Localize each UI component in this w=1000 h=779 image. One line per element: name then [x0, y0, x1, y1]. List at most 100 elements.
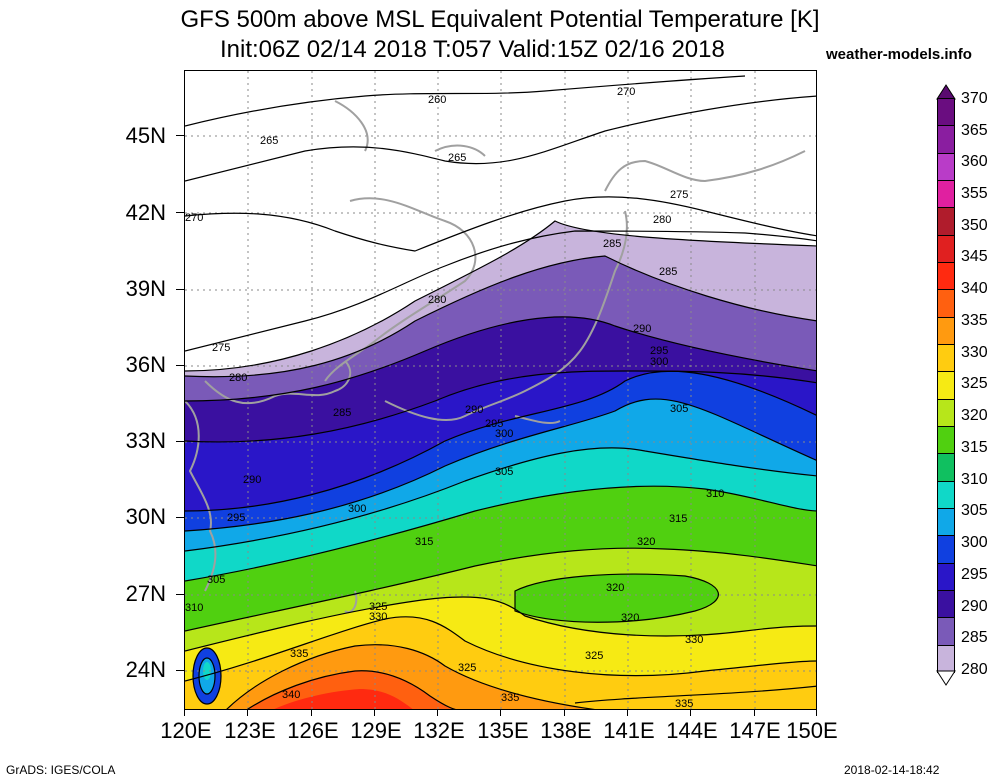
lon-tick	[690, 710, 691, 716]
colorbar-segment	[937, 453, 955, 482]
colorbar-label: 345	[961, 248, 988, 265]
colorbar-label: 335	[961, 312, 988, 329]
lat-label: 30N	[125, 504, 166, 529]
lat-tick	[176, 594, 184, 595]
contour-label: 335	[675, 698, 693, 710]
colorbar-segment	[937, 262, 955, 291]
lon-label: 126E	[287, 718, 339, 743]
colorbar-label: 355	[961, 185, 988, 202]
colorbar-segment	[937, 207, 955, 236]
lat-tick	[176, 517, 184, 518]
contour-label: 320	[637, 536, 655, 548]
lat-tick	[176, 135, 184, 136]
contour-label: 270	[617, 86, 635, 98]
contour-label: 315	[669, 513, 687, 525]
colorbar-label: 315	[961, 439, 988, 456]
colorbar-label: 325	[961, 375, 988, 392]
colorbar	[937, 84, 955, 690]
lon-tick	[247, 710, 248, 716]
contour-label: 280	[229, 372, 247, 384]
contour-label: 285	[603, 238, 621, 250]
contour-label: 300	[348, 503, 366, 515]
lon-label: 132E	[413, 718, 465, 743]
colorbar-label: 305	[961, 502, 988, 519]
contour-label: 265	[260, 135, 278, 147]
contour-label: 330	[369, 611, 387, 623]
contour-label: 340	[282, 689, 300, 701]
lon-label: 123E	[224, 718, 276, 743]
lon-tick	[374, 710, 375, 716]
contour-label: 260	[428, 94, 446, 106]
grid-lines	[185, 71, 816, 709]
colorbar-label: 280	[961, 661, 988, 678]
contour-label: 280	[428, 294, 446, 306]
map-title: GFS 500m above MSL Equivalent Potential …	[180, 6, 820, 33]
lat-label: 36N	[125, 352, 166, 377]
contour-label: 300	[495, 428, 513, 440]
colorbar-segment	[937, 180, 955, 209]
colorbar-segment	[937, 234, 955, 263]
colorbar-label: 290	[961, 598, 988, 615]
contour-label: 280	[653, 214, 671, 226]
site-name: weather-models.info	[826, 46, 972, 63]
contour-label: 320	[621, 612, 639, 624]
colorbar-segment	[937, 344, 955, 373]
map-plot-area: 260 265 265 270 270 275 275 280 280 280 …	[184, 70, 817, 710]
contour-label: 315	[415, 536, 433, 548]
lon-label: 129E	[350, 718, 402, 743]
colorbar-label: 285	[961, 629, 988, 646]
lat-label: 33N	[125, 428, 166, 453]
band-320-island	[515, 574, 719, 623]
footer-timestamp: 2018-02-14-18:42	[844, 763, 940, 777]
lon-label: 141E	[603, 718, 655, 743]
lon-tick	[754, 710, 755, 716]
contour-label: 295	[650, 345, 668, 357]
colorbar-label: 365	[961, 122, 988, 139]
contour-label: 335	[290, 648, 308, 660]
contour-label: 290	[243, 474, 261, 486]
lon-label: 144E	[666, 718, 718, 743]
colorbar-segment	[937, 98, 955, 127]
contour-label: 325	[585, 650, 603, 662]
lat-tick	[176, 289, 184, 290]
colorbar-segment	[937, 371, 955, 400]
colorbar-label: 310	[961, 471, 988, 488]
contour-label: 285	[333, 407, 351, 419]
map-svg: 260 265 265 270 270 275 275 280 280 280 …	[185, 71, 816, 710]
contour-label: 265	[448, 152, 466, 164]
lat-tick	[176, 212, 184, 213]
colorbar-segment	[937, 508, 955, 537]
lon-tick	[311, 710, 312, 716]
colorbar-segment	[937, 617, 955, 646]
colorbar-segment	[937, 562, 955, 591]
colorbar-segment	[937, 316, 955, 345]
colorbar-segment	[937, 289, 955, 318]
contour-label: 310	[706, 488, 724, 500]
contour-lines	[185, 75, 816, 709]
lat-label: 45N	[125, 123, 166, 148]
colorbar-label: 330	[961, 344, 988, 361]
colorbar-segment	[937, 480, 955, 509]
colorbar-label: 370	[961, 90, 988, 107]
colorbar-segment	[937, 125, 955, 154]
contour-label: 305	[670, 403, 688, 415]
contour-label: 305	[207, 574, 225, 586]
contour-label: 310	[185, 602, 203, 614]
colorbar-label: 300	[961, 534, 988, 551]
colorbar-label: 350	[961, 217, 988, 234]
lon-tick	[564, 710, 565, 716]
lat-label: 42N	[125, 200, 166, 225]
contour-label: 290	[465, 404, 483, 416]
colorbar-bottom-arrow	[936, 670, 956, 686]
lon-tick	[184, 710, 185, 716]
lat-tick	[176, 670, 184, 671]
contour-label: 285	[659, 266, 677, 278]
lon-tick	[437, 710, 438, 716]
lon-tick	[627, 710, 628, 716]
lat-label: 24N	[125, 657, 166, 682]
lon-label: 150E	[786, 718, 838, 743]
map-subtitle: Init:06Z 02/14 2018 T:057 Valid:15Z 02/1…	[220, 36, 725, 63]
colorbar-segment	[937, 535, 955, 564]
contour-label: 320	[606, 582, 624, 594]
colorbar-segment	[937, 644, 955, 673]
